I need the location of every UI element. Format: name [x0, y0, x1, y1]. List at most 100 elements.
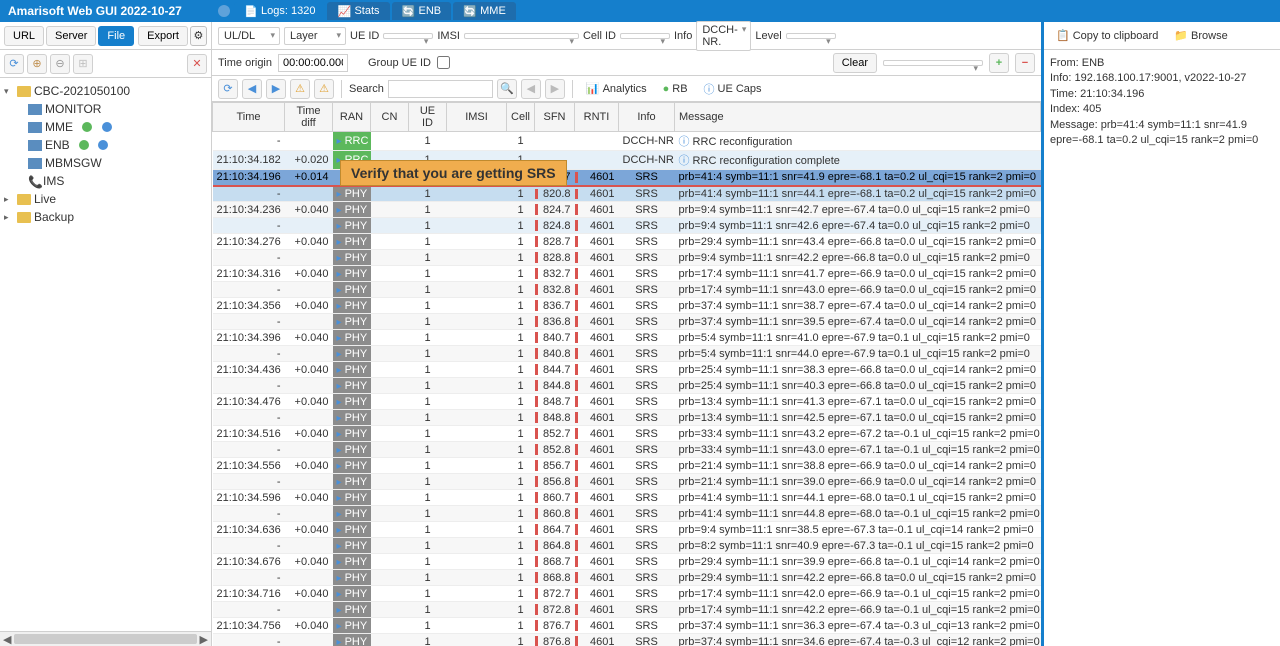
table-row[interactable]: -▸ PHY11824.84601SRSprb=9:4 symb=11:1 sn… — [213, 218, 1041, 234]
table-row[interactable]: 21:10:34.756+0.040▸ PHY11876.74601SRSprb… — [213, 618, 1041, 634]
warn2-button[interactable]: ⚠ — [314, 79, 334, 99]
tree-btn-2[interactable]: ⊕ — [27, 54, 47, 74]
layer-dropdown[interactable]: Layer — [284, 27, 346, 45]
time-origin-input[interactable] — [278, 54, 348, 72]
search-button[interactable]: 🔍 — [497, 79, 517, 99]
browse-button[interactable]: 📁Browse — [1168, 27, 1233, 44]
tab-enb[interactable]: 🔄ENB — [392, 2, 452, 20]
uldl-dropdown[interactable]: UL/DL — [218, 27, 280, 45]
gear-icon[interactable]: ⚙ — [190, 26, 207, 46]
table-row[interactable]: -▸ PHY11828.84601SRSprb=9:4 symb=11:1 sn… — [213, 250, 1041, 266]
prev-result-button[interactable]: ◀ — [521, 79, 541, 99]
table-row[interactable]: 21:10:34.276+0.040▸ PHY11828.74601SRSprb… — [213, 234, 1041, 250]
col-sfn[interactable]: SFN — [535, 103, 575, 132]
tree-btn-4[interactable]: ⊞ — [73, 54, 93, 74]
ueid-dropdown[interactable] — [383, 33, 433, 39]
table-row[interactable]: -▸ PHY11856.84601SRSprb=21:4 symb=11:1 s… — [213, 474, 1041, 490]
table-row[interactable]: 21:10:34.716+0.040▸ PHY11872.74601SRSprb… — [213, 586, 1041, 602]
tree-mbmsgw[interactable]: MBMSGW — [0, 154, 211, 172]
col-diff[interactable]: Time diff — [285, 103, 333, 132]
search-input[interactable] — [388, 80, 493, 98]
col-ran[interactable]: RAN — [333, 103, 371, 132]
table-row[interactable]: -▸ PHY11844.84601SRSprb=25:4 symb=11:1 s… — [213, 378, 1041, 394]
fwd-button[interactable]: ▶ — [266, 79, 286, 99]
table-row[interactable]: -▸ PHY11852.84601SRSprb=33:4 symb=11:1 s… — [213, 442, 1041, 458]
table-row[interactable]: -▸ PHY11840.84601SRSprb=5:4 symb=11:1 sn… — [213, 346, 1041, 362]
table-row[interactable]: -▸ PHY11872.84601SRSprb=17:4 symb=11:1 s… — [213, 602, 1041, 618]
col-time[interactable]: Time — [213, 103, 285, 132]
table-row[interactable]: -▸ PHY11868.84601SRSprb=29:4 symb=11:1 s… — [213, 570, 1041, 586]
col-rnti[interactable]: RNTI — [575, 103, 619, 132]
tree-ims[interactable]: 📞IMS — [0, 172, 211, 190]
info-dropdown[interactable]: DCCH-NR. — [696, 21, 751, 51]
remove-button[interactable]: − — [1015, 53, 1035, 73]
export-button[interactable]: Export — [138, 26, 188, 46]
table-row[interactable]: 21:10:34.182+0.020▸ RRC11DCCH-NRⓘ RRC re… — [213, 151, 1041, 170]
imsi-label: IMSI — [437, 30, 460, 42]
table-row[interactable]: 21:10:34.476+0.040▸ PHY11848.74601SRSprb… — [213, 394, 1041, 410]
table-row[interactable]: 21:10:34.516+0.040▸ PHY11852.74601SRSprb… — [213, 426, 1041, 442]
table-row[interactable]: -▸ PHY11836.84601SRSprb=37:4 symb=11:1 s… — [213, 314, 1041, 330]
rb-button[interactable]: ●RB — [657, 81, 694, 97]
tree-close-button[interactable]: ✕ — [187, 54, 207, 74]
tree-enb[interactable]: ENB — [0, 136, 211, 154]
table-row[interactable]: 21:10:34.436+0.040▸ PHY11844.74601SRSprb… — [213, 362, 1041, 378]
cellid-dropdown[interactable] — [620, 33, 670, 39]
table-row[interactable]: -▸ PHY11832.84601SRSprb=17:4 symb=11:1 s… — [213, 282, 1041, 298]
uecaps-button[interactable]: ⓘUE Caps — [698, 79, 768, 99]
table-row[interactable]: 21:10:34.236+0.040▸ PHY11824.74601SRSprb… — [213, 202, 1041, 218]
table-row[interactable]: 21:10:34.316+0.040▸ PHY11832.74601SRSprb… — [213, 266, 1041, 282]
copy-clipboard-button[interactable]: 📋Copy to clipboard — [1050, 27, 1164, 44]
tab-mme[interactable]: 🔄MME — [453, 2, 516, 20]
col-imsi[interactable]: IMSI — [447, 103, 507, 132]
col-ueid[interactable]: UE ID — [409, 103, 447, 132]
table-row[interactable]: 21:10:34.596+0.040▸ PHY11860.74601SRSprb… — [213, 490, 1041, 506]
tree-root[interactable]: ▾CBC-2021050100 — [0, 82, 211, 100]
tab-stats[interactable]: 📈Stats — [327, 2, 389, 20]
analytics-button[interactable]: 📊Analytics — [580, 80, 653, 97]
table-row[interactable]: -▸ PHY11820.84601SRSprb=41:4 symb=11:1 s… — [213, 186, 1041, 202]
tree-btn-1[interactable]: ⟳ — [4, 54, 24, 74]
next-result-button[interactable]: ▶ — [545, 79, 565, 99]
warn-button[interactable]: ⚠ — [290, 79, 310, 99]
collapse-sidebar-button[interactable] — [218, 5, 230, 17]
table-row[interactable]: 21:10:34.676+0.040▸ PHY11868.74601SRSprb… — [213, 554, 1041, 570]
col-info[interactable]: Info — [619, 103, 675, 132]
table-row[interactable]: -▸ PHY11876.84601SRSprb=37:4 symb=11:1 s… — [213, 634, 1041, 646]
tree-mme[interactable]: MME — [0, 118, 211, 136]
tree-live[interactable]: ▸Live — [0, 190, 211, 208]
add-button[interactable]: + — [989, 53, 1009, 73]
level-dropdown[interactable] — [786, 33, 836, 39]
table-row[interactable]: -▸ RRC11DCCH-NRⓘ RRC reconfiguration — [213, 132, 1041, 151]
tree-backup[interactable]: ▸Backup — [0, 208, 211, 226]
table-row[interactable]: 21:10:34.396+0.040▸ PHY11840.74601SRSprb… — [213, 330, 1041, 346]
tree-btn-3[interactable]: ⊖ — [50, 54, 70, 74]
table-row[interactable]: -▸ PHY11860.84601SRSprb=41:4 symb=11:1 s… — [213, 506, 1041, 522]
table-row[interactable]: 21:10:34.636+0.040▸ PHY11864.74601SRSprb… — [213, 522, 1041, 538]
table-row[interactable]: 21:10:34.356+0.040▸ PHY11836.74601SRSprb… — [213, 298, 1041, 314]
server-button[interactable]: Server — [46, 26, 96, 46]
clear-dropdown[interactable] — [883, 60, 983, 66]
file-button[interactable]: File — [98, 26, 134, 46]
cellid-label: Cell ID — [583, 30, 616, 42]
horizontal-scrollbar[interactable]: ◀ ▶ — [0, 631, 211, 646]
col-cell[interactable]: Cell — [507, 103, 535, 132]
detail-info: Info: 192.168.100.17:9001, v2022-10-27 — [1050, 71, 1274, 86]
detail-index: Index: 405 — [1050, 102, 1274, 117]
group-ueid-checkbox[interactable] — [437, 56, 450, 69]
back-button[interactable]: ◀ — [242, 79, 262, 99]
col-msg[interactable]: Message — [675, 103, 1041, 132]
url-button[interactable]: URL — [4, 26, 44, 46]
table-row[interactable]: -▸ PHY11864.84601SRSprb=8:2 symb=11:1 sn… — [213, 538, 1041, 554]
table-row[interactable]: -▸ PHY11848.84601SRSprb=13:4 symb=11:1 s… — [213, 410, 1041, 426]
table-row[interactable]: 21:10:34.196+0.014▸ 820.74601SRSprb=41:4… — [213, 170, 1041, 186]
table-row[interactable]: 21:10:34.556+0.040▸ PHY11856.74601SRSprb… — [213, 458, 1041, 474]
imsi-dropdown[interactable] — [464, 33, 579, 39]
tab-logs[interactable]: 📄Logs: 1320 — [234, 2, 325, 20]
status-green-icon — [82, 122, 92, 132]
clear-button[interactable]: Clear — [833, 53, 877, 73]
col-cn[interactable]: CN — [371, 103, 409, 132]
top-tabs: 📄Logs: 1320 📈Stats 🔄ENB 🔄MME — [234, 2, 516, 20]
tree-monitor[interactable]: MONITOR — [0, 100, 211, 118]
refresh-button[interactable]: ⟳ — [218, 79, 238, 99]
